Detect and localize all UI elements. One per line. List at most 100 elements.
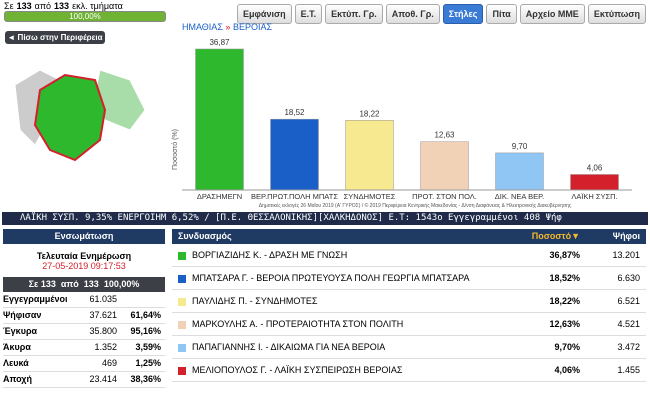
bar <box>195 48 244 191</box>
toolbar-button[interactable]: Ε.Τ. <box>294 4 323 24</box>
x-tick-label: ΠΡΟΤ. ΣΤΟΝ ΠΟΛ. <box>412 192 477 201</box>
table-row: ΒΟΡΓΙΑΖΙΔΗΣ Κ. - ΔΡΑΣΗ ΜΕ ΓΝΩΣΗ 36,87% 13.… <box>172 244 646 267</box>
percent: 18,22% <box>549 296 580 306</box>
summary-row: Άκυρα 1.352 3,59% <box>3 340 165 356</box>
updated: 27-05-2019 09:17:53 <box>42 261 126 271</box>
color-swatch <box>178 320 186 329</box>
summary-cell: 1,25% <box>135 358 161 368</box>
summary-cell: Εγγεγραμμένοι <box>3 294 68 304</box>
summary-coverage: Σε 133 από 133 100,00% <box>3 277 165 292</box>
coverage-part: 133 <box>16 1 32 11</box>
cell: ΜΕΛΙΟΠΟΥΛΟΣ Γ. - ΛΑΪΚΗ ΣΥΣΠΕΙΡΩΣΗ ΒΕΡΟΙΑ… <box>172 359 510 381</box>
table-row: ΜΑΡΚΟΥΛΗΣ Α. - ΠΡΟΤΕΡΑΙΟΤΗΤΑ ΣΤΟΝ ΠΟΛΙΤΗ… <box>172 313 646 336</box>
x-tick-label: ΔΡΑΣΗΜΕΓΝ <box>197 192 242 201</box>
summary-cell: 37.621 <box>89 310 117 320</box>
percent: 18,52% <box>549 273 580 283</box>
summary-cell: Άκυρα <box>3 342 31 352</box>
table-body: ΒΟΡΓΙΑΖΙΔΗΣ Κ. - ΔΡΑΣΗ ΜΕ ΓΝΩΣΗ 36,87% 13.… <box>172 244 646 382</box>
percent: 12,63% <box>549 319 580 329</box>
votes: 4.521 <box>617 319 640 329</box>
summary-panel: Ενσωμάτωση Τελευταία Ενημέρωση 27-05-201… <box>3 229 165 388</box>
bar <box>495 152 544 191</box>
table-row: ΠΑΠΑΓΙΑΝΝΗΣ Ι. - ΔΙΚΑΙΩΜΑ ΓΙΑ ΝΕΑ ΒΕΡΟΙΑ… <box>172 336 646 359</box>
table-row: ΜΠΑΤΣΑΡΑ Γ. - ΒΕΡΟΙΑ ΠΡΩΤΕΥΟΥΣΑ ΠΟΛΗ ΓΕΩ… <box>172 267 646 290</box>
summary-cell: 3,59% <box>135 342 161 352</box>
x-tick-label: ΣΥΝΔΗΜΟΤΕΣ <box>344 192 396 201</box>
breadcrumb: ΗΜΑΘΙΑΣ » ΒΕΡΟΙΑΣ <box>182 22 272 32</box>
summary-cell: 95,16% <box>130 326 161 336</box>
votes: 3.472 <box>617 342 640 352</box>
table-header: Συνδυασμός Ποσοστό▼ Ψήφοι <box>172 229 646 244</box>
percent: 4,06% <box>554 365 580 375</box>
results-table: Συνδυασμός Ποσοστό▼ Ψήφοι ΒΟΡΓΙΑΖΙΔΗΣ Κ.… <box>172 229 646 382</box>
value-label: 4,06 <box>587 163 603 172</box>
toolbar-button[interactable]: Στήλες <box>442 4 484 24</box>
summary-row: Ψήφισαν 37.621 61,64% <box>3 308 165 324</box>
updated-label: Τελευταία Ενημέρωση <box>36 251 132 261</box>
percent: 9,70% <box>554 342 580 352</box>
coverage-part: Σε <box>4 1 14 11</box>
table-row: ΠΑΥΛΙΔΗΣ Π. - ΣΥΝΔΗΜΟΤΕΣ 18,22% 6.521 <box>172 290 646 313</box>
coverage-part: 133 <box>83 279 99 289</box>
value-label: 12,63 <box>434 131 455 140</box>
breadcrumb-item: ΒΕΡΟΙΑΣ <box>233 22 273 32</box>
cell: ΠΑΥΛΙΔΗΣ Π. - ΣΥΝΔΗΜΟΤΕΣ <box>172 290 510 312</box>
summary-cell: Έγκυρα <box>3 326 38 336</box>
cell: ΒΟΡΓΙΑΖΙΔΗΣ Κ. - ΔΡΑΣΗ ΜΕ ΓΝΩΣΗ <box>172 244 510 266</box>
back-button[interactable]: ◄ Πίσω στην Περιφέρεια <box>5 31 105 44</box>
bar <box>345 120 394 191</box>
breadcrumb-item[interactable]: ΗΜΑΘΙΑΣ <box>182 22 223 32</box>
toolbar-button[interactable]: Εκτύπωση <box>587 4 646 24</box>
bar <box>270 118 319 191</box>
toolbar-button[interactable]: Αποθ. Γρ. <box>385 4 440 24</box>
summary-row: Λευκά 469 1,25% <box>3 356 165 372</box>
x-tick-label: ΛΑΪΚΗ ΣΥΣΠ. <box>571 192 617 201</box>
color-swatch <box>178 343 186 352</box>
bar <box>420 141 469 191</box>
coverage-part: Σε 133 <box>28 279 56 289</box>
summary-cell: 38,36% <box>130 374 161 384</box>
votes: 6.521 <box>617 296 640 306</box>
party-name: ΜΠΑΤΣΑΡΑ Γ. - ΒΕΡΟΙΑ ΠΡΩΤΕΥΟΥΣΑ ΠΟΛΗ ΓΕΩ… <box>192 273 470 283</box>
summary-rows: Εγγεγραμμένοι 61.035 Ψήφισαν 37.621 61,64% Έγ… <box>3 292 165 388</box>
coverage-part: 133 <box>54 1 70 11</box>
toolbar-button[interactable]: Εκτύπ. Γρ. <box>325 4 383 24</box>
cell: ΜΠΑΤΣΑΡΑ Γ. - ΒΕΡΟΙΑ ΠΡΩΤΕΥΟΥΣΑ ΠΟΛΗ ΓΕΩ… <box>172 267 510 289</box>
color-swatch <box>178 251 186 260</box>
coverage: Σε 133 από 133 εκλ. τμήματα <box>4 1 126 11</box>
coverage-part: από <box>60 279 79 289</box>
map <box>14 69 146 162</box>
value-label: 36,87 <box>209 38 230 47</box>
coverage-part: 100,00% <box>103 279 140 289</box>
summary-cell <box>117 292 161 307</box>
coverage-part: από <box>34 1 52 11</box>
progress-bar: 100,00% <box>4 11 166 22</box>
toolbar-button[interactable]: Αρχείο ΜΜΕ <box>519 4 585 24</box>
value-label: 18,52 <box>284 108 305 117</box>
toolbar-button[interactable]: Εμφάνιση <box>236 4 292 24</box>
color-swatch <box>178 274 186 283</box>
party-name: ΠΑΥΛΙΔΗΣ Π. - ΣΥΝΔΗΜΟΤΕΣ <box>192 296 318 306</box>
votes: 1.455 <box>617 365 640 375</box>
column-header: Συνδυασμός <box>178 231 232 241</box>
toolbar: Εμφάνιση Ε.Τ. Εκτύπ. Γρ. Αποθ. Γρ. Στήλες Πίτ… <box>236 4 646 24</box>
party-name: ΜΕΛΙΟΠΟΥΛΟΣ Γ. - ΛΑΪΚΗ ΣΥΣΠΕΙΡΩΣΗ ΒΕΡΟΙΑ… <box>192 365 403 375</box>
summary-row: Αποχή 23.414 38,36% <box>3 372 165 388</box>
votes: 13.201 <box>612 250 640 260</box>
color-swatch <box>178 366 186 375</box>
ticker: ΛΑΪΚΗ ΣΥΣΠ. 9,35% ΕΝΕΡΓΟΙΗΜ 6,52% / [Π.Ε… <box>2 212 648 225</box>
chart-footer: Δημοτικές εκλογές 26 Μαΐου 2019 (Α' ΓΥΡΟ… <box>259 202 572 209</box>
x-tick-label: ΔΙΚ. ΝΕΑ ΒΕΡ. <box>495 192 545 201</box>
color-swatch <box>178 297 186 306</box>
y-axis-label: Ποσοστό (%) <box>171 129 179 170</box>
toolbar-button[interactable]: Πίτα <box>486 4 517 24</box>
percent: 36,87% <box>549 250 580 260</box>
party-name: ΠΑΠΑΓΙΑΝΝΗΣ Ι. - ΔΙΚΑΙΩΜΑ ΓΙΑ ΝΕΑ ΒΕΡΟΙΑ <box>192 342 386 352</box>
votes: 6.630 <box>617 273 640 283</box>
breadcrumb-sep: » <box>225 22 230 32</box>
column-header[interactable]: Ποσοστό▼ <box>531 231 580 241</box>
summary-cell: 1.352 <box>94 342 117 352</box>
summary-cell: 23.414 <box>89 374 117 384</box>
summary-cell: 35.800 <box>89 326 117 336</box>
bar <box>570 174 619 191</box>
